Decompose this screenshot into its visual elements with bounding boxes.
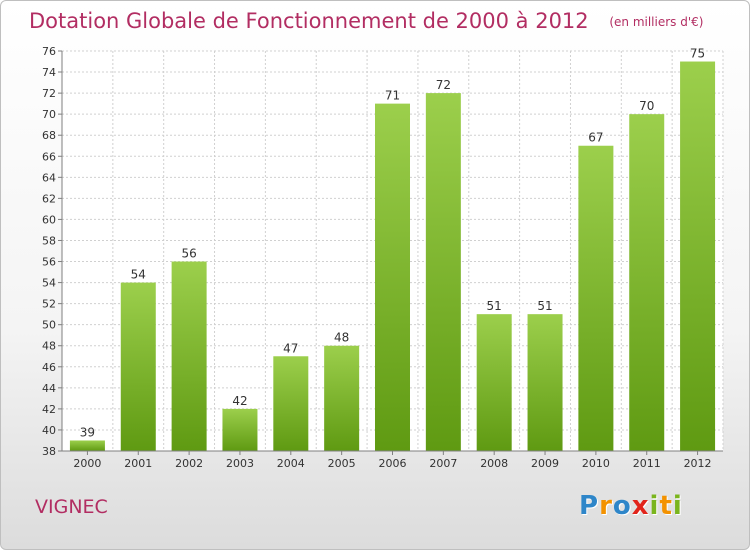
x-tick-label: 2001 (124, 457, 152, 470)
bar (222, 408, 258, 451)
y-tick-label: 42 (42, 403, 56, 416)
x-tick-label: 2007 (429, 457, 457, 470)
y-tick-label: 44 (42, 382, 56, 395)
y-tick-label: 64 (42, 171, 56, 184)
x-tick-label: 2006 (379, 457, 407, 470)
data-label: 48 (334, 331, 349, 345)
y-tick-label: 54 (42, 277, 56, 290)
bar (476, 314, 512, 451)
data-label: 39 (80, 425, 95, 439)
data-label: 75 (690, 47, 705, 61)
data-label: 56 (181, 247, 196, 261)
y-tick-label: 48 (42, 340, 56, 353)
bar (425, 93, 461, 452)
data-label: 42 (232, 394, 247, 408)
logo-letter: t (659, 491, 673, 521)
logo-letter: i (672, 491, 683, 521)
x-tick-label: 2003 (226, 457, 254, 470)
x-tick-label: 2010 (582, 457, 610, 470)
y-tick-label: 66 (42, 150, 56, 163)
y-tick-label: 58 (42, 234, 56, 247)
data-label: 67 (588, 131, 603, 145)
x-tick-label: 2000 (73, 457, 101, 470)
bar (324, 345, 360, 451)
chart-title-block: Dotation Globale de Fonctionnement de 20… (29, 9, 703, 33)
y-tick-label: 46 (42, 361, 56, 374)
bar (171, 261, 207, 451)
chart-unit: (en milliers d'€) (609, 15, 704, 29)
bar (69, 440, 105, 451)
y-tick-label: 68 (42, 129, 56, 142)
data-label: 47 (283, 341, 298, 355)
bar (629, 114, 665, 451)
y-tick-label: 72 (42, 87, 56, 100)
data-label: 72 (436, 78, 451, 92)
data-label: 54 (131, 268, 146, 282)
bar (527, 314, 563, 451)
y-tick-label: 76 (42, 45, 56, 58)
bar (273, 356, 309, 451)
data-label: 71 (385, 89, 400, 103)
y-tick-label: 60 (42, 213, 56, 226)
logo-letter: o (612, 491, 632, 521)
x-tick-label: 2004 (277, 457, 305, 470)
y-tick-label: 62 (42, 192, 56, 205)
bar (578, 145, 614, 451)
x-tick-label: 2002 (175, 457, 203, 470)
x-tick-label: 2012 (684, 457, 712, 470)
logo-letter: P (579, 491, 600, 521)
data-label: 51 (537, 299, 552, 313)
bar (120, 282, 156, 451)
logo-letter: i (649, 491, 660, 521)
y-tick-label: 52 (42, 298, 56, 311)
proxiti-logo[interactable]: Proxiti (579, 491, 683, 521)
x-tick-label: 2008 (480, 457, 508, 470)
bar-chart: 38 40 42 44 46 48 50 52 54 56 58 60 62 64 66 68 70 72 74 76… (42, 45, 724, 470)
y-tick-label: 40 (42, 424, 56, 437)
chart-title: Dotation Globale de Fonctionnement de 20… (29, 9, 589, 33)
bar (375, 103, 410, 451)
x-tick-label: 2011 (633, 457, 661, 470)
x-tick-label: 2009 (531, 457, 559, 470)
y-tick-label: 74 (42, 66, 56, 79)
data-label: 51 (487, 299, 502, 313)
data-label: 70 (639, 99, 654, 113)
y-tick-label: 38 (42, 445, 56, 458)
x-tick-label: 2005 (328, 457, 356, 470)
y-tick-label: 56 (42, 256, 56, 269)
commune-name: VIGNEC (35, 496, 108, 518)
logo-letter: x (631, 491, 650, 521)
y-tick-label: 50 (42, 319, 56, 332)
logo-letter: r (599, 491, 613, 521)
bar (680, 61, 716, 452)
y-tick-label: 70 (42, 108, 56, 121)
